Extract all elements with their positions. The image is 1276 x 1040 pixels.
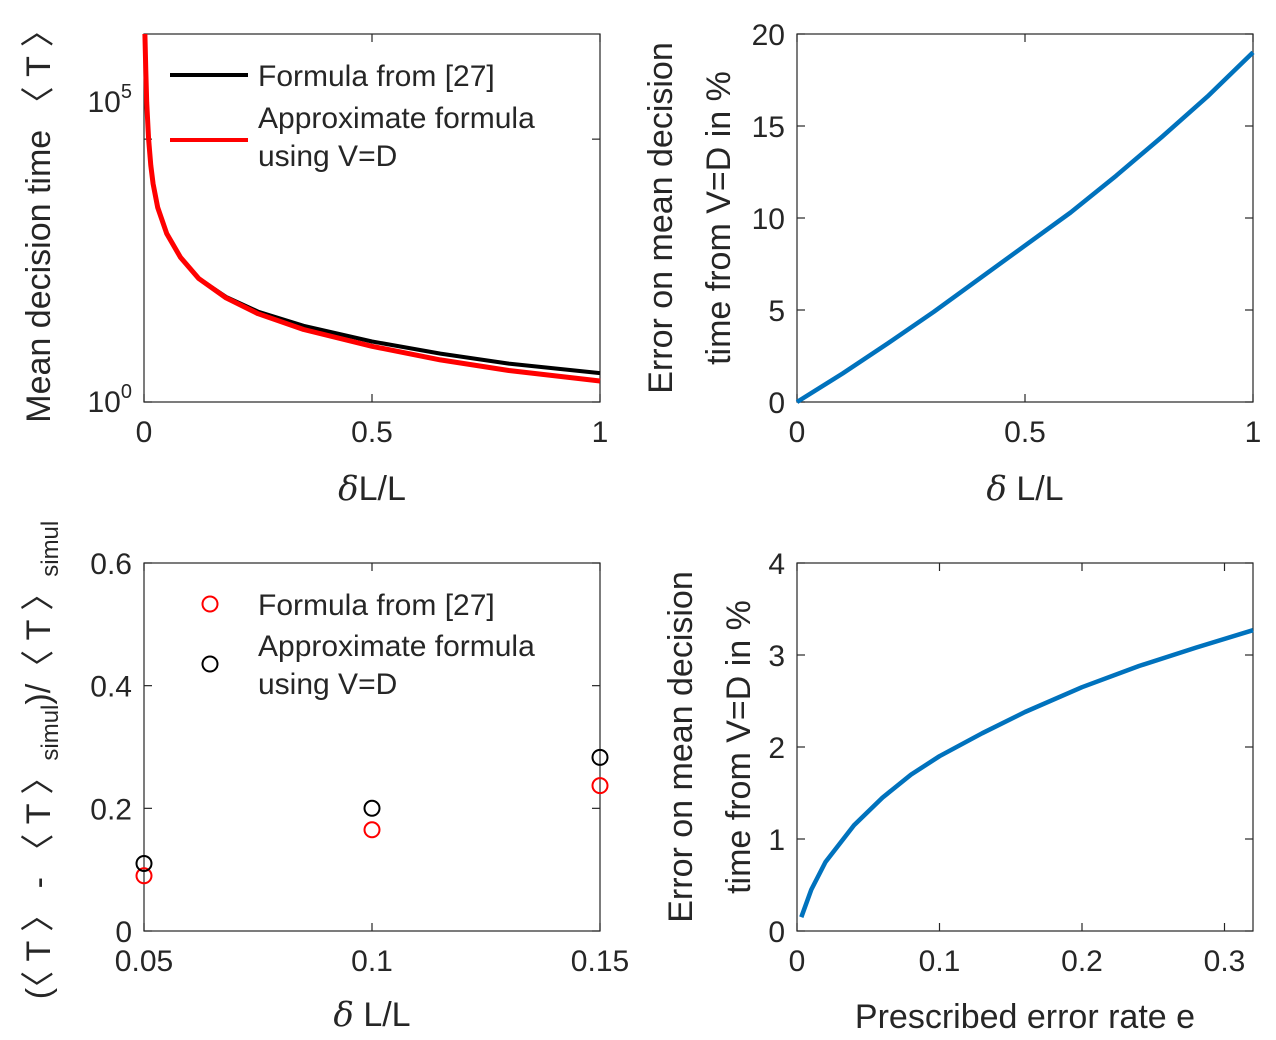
- scatter-point-0-2: [591, 777, 609, 795]
- legend-marker-bottom-left-0: [201, 595, 219, 613]
- ytick-label: 0.2: [90, 793, 132, 826]
- ylabel-bottom-left: (〈 T 〉 - 〈 T 〉simul)/〈 T 〉simul: [20, 521, 64, 1000]
- series-group-top-left: [142, 33, 601, 384]
- xlabel-bottom-left: δ L/L: [333, 995, 410, 1035]
- xtick-label: 0.2: [1061, 945, 1103, 978]
- panel-bottom-left: 0.05 0.1 0.15 0 0.2 0.4 0.6 δ L/L (〈 T 〉 - 〈 T…: [20, 521, 629, 1035]
- legend-marker-bottom-left-1: [201, 655, 219, 673]
- legend-top-left: Formula from [27] Approximate formula us…: [170, 60, 535, 173]
- ytick-label: 0: [768, 916, 785, 949]
- scatter-point-1-1: [363, 799, 381, 817]
- ytick-label: 3: [768, 640, 785, 673]
- ytick-label: 5: [768, 295, 785, 328]
- ylabel-bottom-right-line2: time from V=D in %: [720, 600, 758, 894]
- ytick-label: 0: [115, 916, 132, 949]
- scatter-point-1-2: [591, 748, 609, 766]
- xtick-label: 0.3: [1204, 945, 1246, 978]
- xtick-label: 1: [592, 416, 609, 449]
- scatter-point-0-1: [363, 821, 381, 839]
- ylabel-top-right-line1: Error on mean decision: [642, 42, 680, 394]
- legend-label-top-left-1a: Approximate formula: [258, 102, 535, 135]
- series-line-top-left-1: [142, 33, 601, 384]
- ytick-label: 4: [768, 548, 785, 581]
- xtick-label: 0: [789, 416, 806, 449]
- legend-label-bottom-left-0: Formula from [27]: [258, 589, 495, 622]
- ytick-label: 15: [752, 111, 785, 144]
- xlabel-top-left: δL/L: [338, 469, 406, 509]
- tick-group-top-left: 0 0.5 1: [136, 34, 609, 449]
- legend-label-bottom-left-1a: Approximate formula: [258, 630, 535, 663]
- xtick-label: 0.15: [571, 945, 629, 978]
- series-group-bottom-left: [135, 748, 609, 885]
- xtick-label: 1: [1245, 416, 1262, 449]
- legend-label-bottom-left-1b: using V=D: [258, 668, 397, 701]
- tick-group-bottom-right: 0 0.1 0.2 0.3 0 1 2 3 4: [768, 548, 1253, 978]
- ylabel-top-left: Mean decision time 〈 T 〉: [20, 13, 58, 422]
- xtick-label: 0: [789, 945, 806, 978]
- xtick-label: 0.1: [919, 945, 961, 978]
- ylabel-bottom-right-line1: Error on mean decision: [662, 571, 700, 923]
- series-line-bottom-right-0: [799, 628, 1254, 918]
- scatter-point-0-0: [135, 867, 153, 885]
- ytick-label-top-left-0: 100: [88, 381, 133, 419]
- ytick-label: 0.6: [90, 548, 132, 581]
- scatter-point-1-0: [135, 855, 153, 872]
- ylabel-top-right-line2: time from V=D in %: [700, 71, 738, 365]
- legend-label-top-left-0: Formula from [27]: [258, 60, 495, 93]
- xtick-label: 0.5: [1004, 416, 1046, 449]
- xlabel-top-right: δ L/L: [986, 469, 1063, 509]
- xlabel-bottom-right: Prescribed error rate e: [855, 998, 1195, 1036]
- series-group-bottom-right: [799, 628, 1254, 918]
- series-group-top-right: [795, 50, 1255, 404]
- ytick-label: 10: [752, 203, 785, 236]
- panel-top-left: 0 0.5 1 100 105 δL/L Mean decision time 〈 …: [20, 13, 608, 509]
- ytick-label: 0: [768, 387, 785, 420]
- ytick-label-top-left-1: 105: [88, 81, 133, 119]
- xtick-label: 0.5: [351, 416, 393, 449]
- tick-group-bottom-left: 0.05 0.1 0.15 0 0.2 0.4 0.6: [90, 548, 629, 978]
- legend-bottom-left: Formula from [27] Approximate formula us…: [201, 589, 535, 701]
- xtick-label: 0.05: [115, 945, 173, 978]
- xtick-label: 0: [136, 416, 153, 449]
- xtick-label: 0.1: [351, 945, 393, 978]
- ytick-label: 1: [768, 824, 785, 857]
- series-line-top-right-0: [795, 50, 1255, 404]
- ytick-label: 20: [752, 19, 785, 52]
- ytick-label: 2: [768, 732, 785, 765]
- ytick-label: 0.4: [90, 671, 132, 704]
- legend-label-top-left-1b: using V=D: [258, 140, 397, 173]
